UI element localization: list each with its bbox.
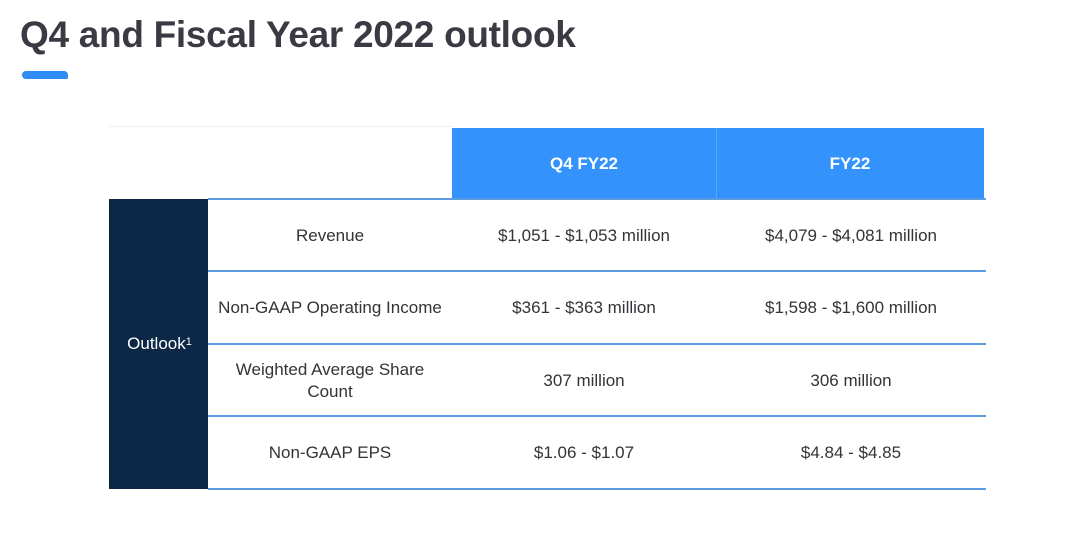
- header-separator: [716, 128, 717, 199]
- row-label: Non-GAAP Operating Income: [218, 298, 442, 317]
- row-label: Revenue: [295, 226, 365, 245]
- outlook-label: Outlook: [127, 334, 186, 353]
- fy-value: $4,079 - $4,081 million: [764, 226, 937, 245]
- q4-value: $1.06 - $1.07: [533, 443, 635, 462]
- table-bottom-divider: [208, 488, 986, 490]
- table-row-revenue: Revenue $1,051 - $1,053 million $4,079 -…: [208, 200, 986, 272]
- row-label: Weighted Average Share Count: [235, 360, 425, 401]
- row-divider: [208, 415, 986, 417]
- table-row-operating-income: Non-GAAP Operating Income $361 - $363 mi…: [208, 272, 986, 344]
- column-header-q4: Q4 FY22: [452, 128, 716, 199]
- column-header-fy: FY22: [716, 128, 984, 199]
- table-row-eps: Non-GAAP EPS $1.06 - $1.07 $4.84 - $4.85: [208, 417, 986, 489]
- fy-value: 306 million: [810, 371, 892, 390]
- q4-value: $1,051 - $1,053 million: [497, 226, 670, 245]
- table-row-share-count: Weighted Average Share Count 307 million…: [208, 345, 986, 417]
- page-title: Q4 and Fiscal Year 2022 outlook: [20, 14, 576, 55]
- fy-value: $1,598 - $1,600 million: [764, 298, 937, 317]
- footnote-marker: 1: [185, 336, 192, 348]
- q4-value: 307 million: [543, 371, 625, 390]
- row-divider: [208, 343, 986, 345]
- outlook-group-label: Outlook 1: [109, 199, 208, 489]
- row-label: Non-GAAP EPS: [268, 443, 392, 462]
- row-divider: [208, 198, 986, 200]
- row-divider: [208, 270, 986, 272]
- fy-value: $4.84 - $4.85: [800, 443, 902, 462]
- title-accent-bar: [22, 71, 68, 79]
- q4-value: $361 - $363 million: [512, 298, 656, 317]
- table-top-divider: [108, 126, 453, 127]
